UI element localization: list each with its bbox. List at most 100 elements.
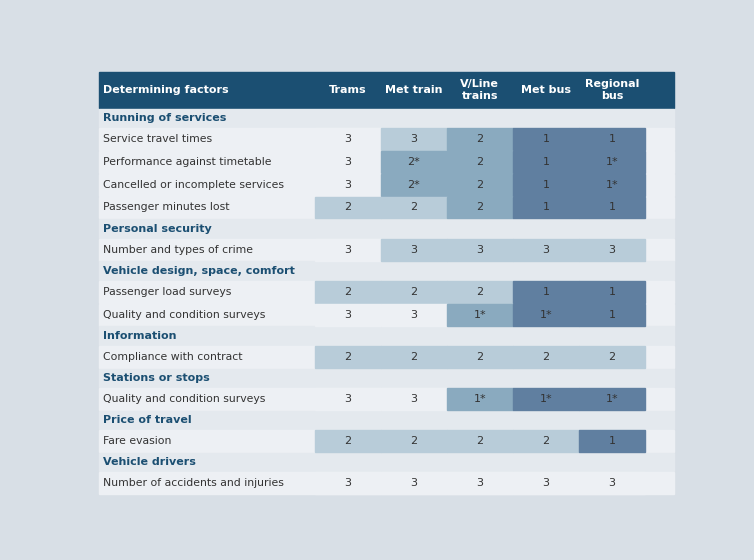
- Bar: [513, 197, 579, 218]
- Bar: [381, 346, 447, 368]
- Bar: [579, 197, 645, 218]
- Bar: [513, 151, 579, 173]
- Bar: [579, 346, 645, 368]
- Text: 2: 2: [410, 287, 417, 297]
- Bar: [579, 128, 645, 150]
- Text: Vehicle design, space, comfort: Vehicle design, space, comfort: [103, 265, 295, 276]
- Bar: [513, 174, 579, 195]
- Text: Passenger load surveys: Passenger load surveys: [103, 287, 231, 297]
- Text: 1: 1: [542, 157, 550, 167]
- Bar: [314, 174, 381, 195]
- Bar: [314, 346, 381, 368]
- Bar: [513, 430, 579, 452]
- Text: 3: 3: [608, 245, 615, 255]
- Bar: [99, 388, 674, 410]
- Text: 1: 1: [542, 134, 550, 144]
- Text: 3: 3: [608, 478, 615, 488]
- Text: 3: 3: [344, 478, 351, 488]
- Text: 1*: 1*: [540, 310, 552, 320]
- Text: Determining factors: Determining factors: [103, 85, 228, 95]
- Bar: [447, 472, 513, 494]
- Bar: [579, 430, 645, 452]
- Bar: [99, 326, 674, 345]
- Text: 2: 2: [344, 287, 351, 297]
- Bar: [99, 304, 674, 325]
- Text: 3: 3: [410, 394, 417, 404]
- Text: 2: 2: [344, 203, 351, 212]
- Bar: [314, 472, 381, 494]
- Bar: [99, 430, 674, 452]
- Text: 1: 1: [542, 287, 550, 297]
- Bar: [381, 239, 447, 260]
- Bar: [381, 197, 447, 218]
- Bar: [381, 304, 447, 325]
- Bar: [99, 174, 674, 195]
- Bar: [447, 304, 513, 325]
- Text: 1*: 1*: [540, 394, 552, 404]
- Text: Price of travel: Price of travel: [103, 415, 192, 425]
- Bar: [99, 151, 674, 173]
- Bar: [513, 281, 579, 303]
- Text: 3: 3: [410, 245, 417, 255]
- Text: 3: 3: [344, 180, 351, 190]
- Text: 3: 3: [477, 478, 483, 488]
- Bar: [513, 239, 579, 260]
- Text: 1: 1: [542, 203, 550, 212]
- Text: Met train: Met train: [385, 85, 443, 95]
- Text: 2: 2: [344, 436, 351, 446]
- Text: Running of services: Running of services: [103, 113, 226, 123]
- Bar: [99, 410, 674, 429]
- Text: 2: 2: [410, 436, 417, 446]
- Bar: [99, 453, 674, 472]
- Bar: [579, 304, 645, 325]
- Text: 3: 3: [344, 310, 351, 320]
- Text: 2: 2: [477, 203, 483, 212]
- Bar: [99, 128, 674, 150]
- Bar: [579, 239, 645, 260]
- Text: Compliance with contract: Compliance with contract: [103, 352, 243, 362]
- Bar: [314, 151, 381, 173]
- Text: 2: 2: [344, 352, 351, 362]
- Text: 2*: 2*: [407, 180, 420, 190]
- Bar: [99, 72, 674, 108]
- Text: 2: 2: [410, 203, 417, 212]
- Text: 1: 1: [608, 203, 615, 212]
- Text: 2: 2: [542, 352, 550, 362]
- Bar: [314, 388, 381, 410]
- Text: 2: 2: [542, 436, 550, 446]
- Bar: [99, 239, 674, 260]
- Bar: [513, 388, 579, 410]
- Bar: [381, 174, 447, 195]
- Text: Performance against timetable: Performance against timetable: [103, 157, 271, 167]
- Text: 1*: 1*: [605, 157, 618, 167]
- Text: 2: 2: [477, 352, 483, 362]
- Bar: [447, 281, 513, 303]
- Bar: [314, 197, 381, 218]
- Bar: [513, 346, 579, 368]
- Bar: [447, 239, 513, 260]
- Bar: [381, 281, 447, 303]
- Text: 2: 2: [608, 352, 616, 362]
- Text: 3: 3: [542, 245, 550, 255]
- Text: 2: 2: [477, 157, 483, 167]
- Bar: [447, 430, 513, 452]
- Bar: [381, 128, 447, 150]
- Text: 1: 1: [608, 436, 615, 446]
- Text: 1*: 1*: [474, 310, 486, 320]
- Text: Personal security: Personal security: [103, 223, 212, 234]
- Text: Number of accidents and injuries: Number of accidents and injuries: [103, 478, 284, 488]
- Text: 3: 3: [410, 310, 417, 320]
- Text: Service travel times: Service travel times: [103, 134, 212, 144]
- Text: 1*: 1*: [605, 394, 618, 404]
- Bar: [579, 174, 645, 195]
- Text: V/Line
trains: V/Line trains: [461, 79, 499, 101]
- Bar: [99, 262, 674, 280]
- Bar: [447, 151, 513, 173]
- Text: Information: Information: [103, 330, 176, 340]
- Bar: [99, 109, 674, 127]
- Text: 3: 3: [477, 245, 483, 255]
- Bar: [579, 151, 645, 173]
- Text: 3: 3: [410, 134, 417, 144]
- Bar: [447, 388, 513, 410]
- Text: 2: 2: [410, 352, 417, 362]
